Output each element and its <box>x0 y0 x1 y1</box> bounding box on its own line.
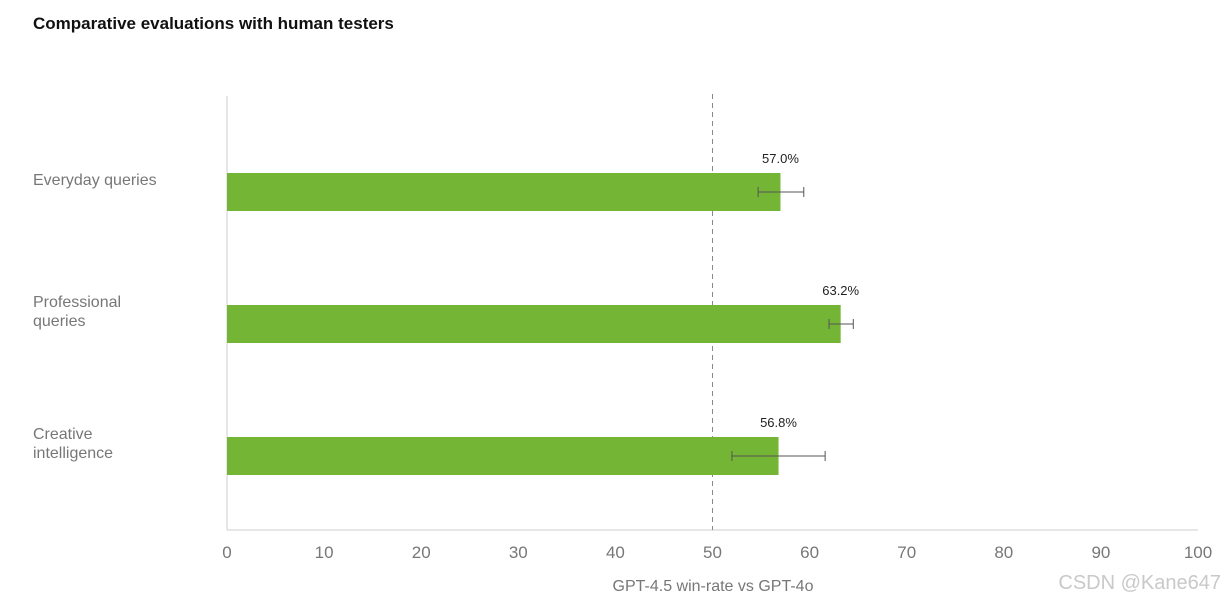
chart-title: Comparative evaluations with human teste… <box>33 14 394 33</box>
category-label-line: Creative <box>33 426 93 443</box>
category-label-line: Professional <box>33 294 122 311</box>
category-label-line: Everyday queries <box>33 171 157 189</box>
watermark: CSDN @Kane647 <box>1058 572 1221 594</box>
x-tick-label: 90 <box>1091 543 1110 562</box>
x-tick-label: 60 <box>800 543 819 562</box>
x-axis-title: GPT-4.5 win-rate vs GPT-4o <box>612 578 814 595</box>
x-tick-label: 100 <box>1184 543 1212 562</box>
bar <box>227 305 841 343</box>
category-label: Creative intelligence <box>33 425 213 463</box>
x-tick-label: 40 <box>606 543 625 562</box>
category-label: Professional queries <box>33 293 213 331</box>
x-tick-label: 50 <box>703 543 722 562</box>
x-tick-label: 10 <box>315 543 334 562</box>
x-tick-label: 30 <box>509 543 528 562</box>
x-tick-label: 70 <box>897 543 916 562</box>
bar <box>227 173 781 211</box>
value-label: 57.0% <box>762 151 799 166</box>
x-tick-label: 0 <box>222 543 231 562</box>
category-label: Everyday queries <box>33 171 213 190</box>
bar <box>227 437 779 475</box>
value-label: 56.8% <box>760 415 797 430</box>
value-label: 63.2% <box>822 283 859 298</box>
category-label-line: queries <box>33 313 86 330</box>
category-label-line: intelligence <box>33 445 114 462</box>
x-tick-label: 80 <box>994 543 1013 562</box>
x-tick-label: 20 <box>412 543 431 562</box>
